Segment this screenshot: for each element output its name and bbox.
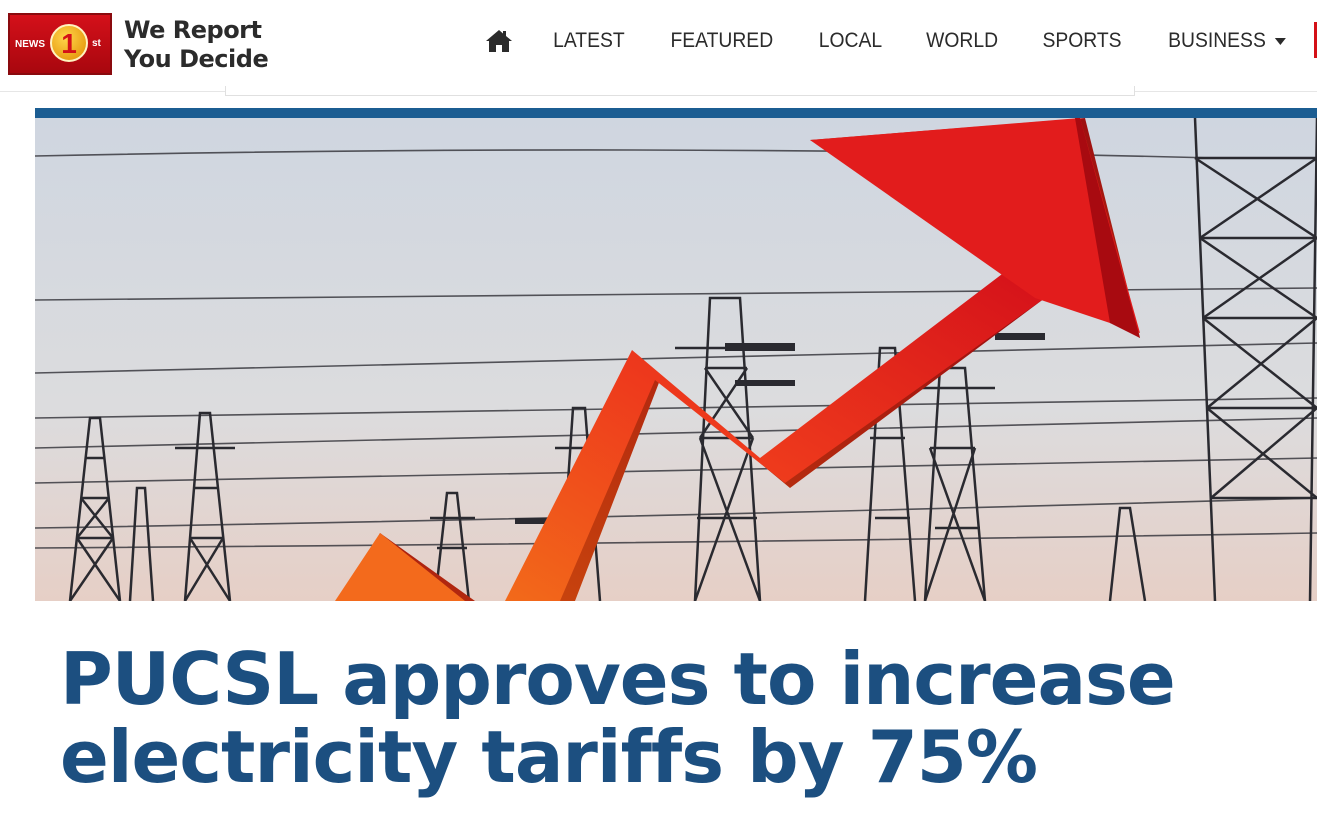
- nav-accent-bar: [1314, 22, 1317, 58]
- site-tagline[interactable]: We Report You Decide: [124, 16, 269, 74]
- nav-item-sports[interactable]: SPORTS: [1042, 29, 1122, 52]
- news1st-logo[interactable]: NEWS 1 st: [8, 13, 112, 75]
- tagline-line-1: We Report: [124, 16, 262, 44]
- main-nav: LATEST FEATURED LOCAL WORLD SPORTS BUSIN…: [484, 18, 1317, 64]
- caret-down-icon: [1274, 37, 1286, 45]
- nav-item-latest[interactable]: LATEST: [553, 29, 626, 52]
- logo-circle: 1: [50, 24, 88, 62]
- logo-news-text: NEWS: [15, 39, 45, 50]
- tagline-line-2: You Decide: [124, 45, 269, 73]
- nav-item-business[interactable]: BUSINESS: [1168, 29, 1286, 53]
- hero-illustration: [35, 118, 1317, 601]
- article-headline[interactable]: PUCSL approves to increase electricity t…: [60, 637, 1176, 799]
- nav-home-link[interactable]: [484, 28, 514, 54]
- hero-accent-bar: [35, 108, 1317, 118]
- site-header: NEWS 1 st We Report You Decide LATEST FE…: [0, 0, 1317, 92]
- logo-number: 1: [61, 28, 77, 59]
- nav-item-featured[interactable]: FEATURED: [670, 29, 774, 52]
- hero-image[interactable]: [35, 118, 1317, 601]
- logo-suffix: st: [92, 38, 101, 49]
- nav-item-business-label: BUSINESS: [1167, 29, 1266, 52]
- header-subbar: [225, 86, 1135, 96]
- nav-item-local[interactable]: LOCAL: [818, 29, 882, 52]
- nav-item-world[interactable]: WORLD: [925, 29, 998, 52]
- home-icon: [486, 30, 513, 52]
